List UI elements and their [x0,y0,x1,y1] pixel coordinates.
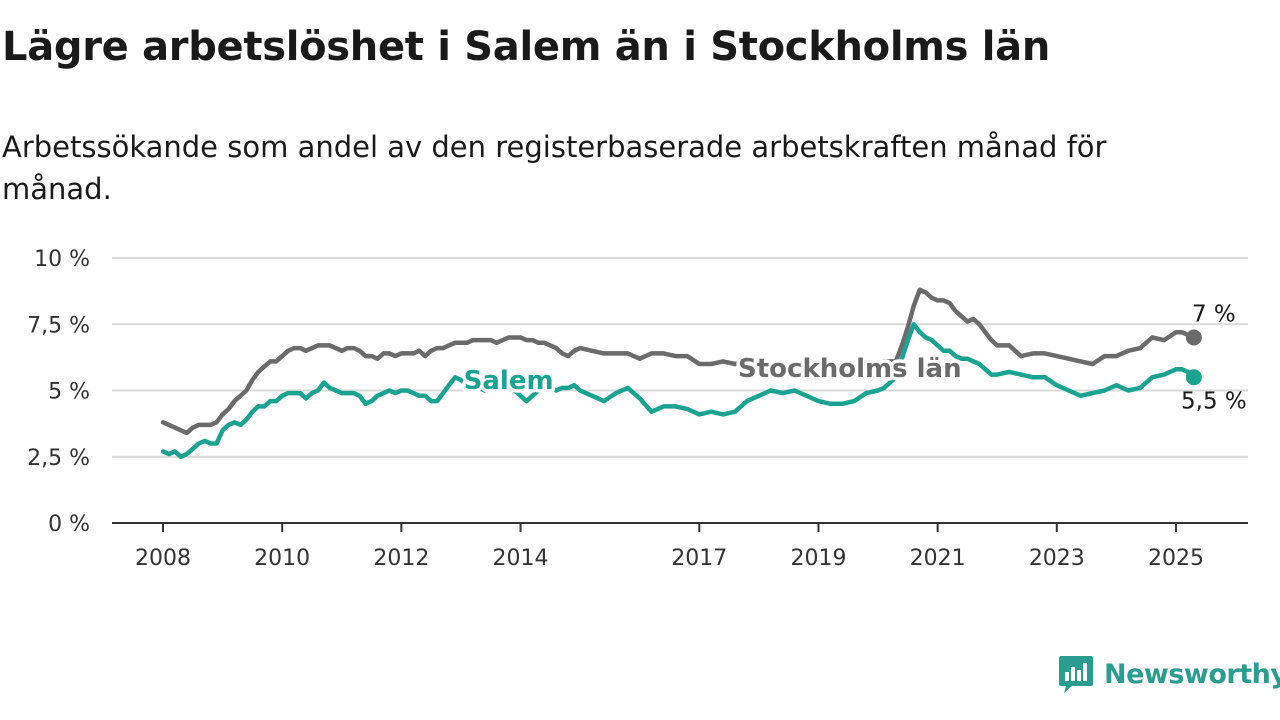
y-tick-label: 2,5 % [27,446,90,471]
axes: 0 % 2,5 % 5 % 7,5 % 10 % 2008 2010 2012 2014 2017… [27,247,1248,571]
newsworthy-logo: Newsworthy [1058,654,1280,694]
page-title: Lägre arbetslöshet i Salem än i Stockhol… [2,24,1051,70]
y-tick-label: 5 % [48,380,90,405]
end-point-marker [1185,369,1202,386]
x-tick-label: 2021 [910,546,966,571]
end-value-label: 7 % [1192,302,1236,328]
series-lines [160,287,1202,460]
y-tick-label: 0 % [48,512,90,537]
series-labels: 7 % Stockholms län 5,5 % Salem [460,302,1247,415]
y-tick-label: 10 % [34,247,90,272]
end-point-marker [1185,329,1202,346]
x-tick-label: 2014 [493,546,549,571]
series-line-0 [160,287,1197,436]
bar-chart-bubble-icon [1059,656,1093,693]
x-tick-label: 2019 [790,546,846,571]
series-name-label: Salem [464,366,554,396]
x-tick-label: 2008 [135,546,191,571]
x-tick-label: 2012 [373,546,429,571]
x-tick-label: 2025 [1148,546,1204,571]
series-name-label: Stockholms län [738,354,962,384]
x-tick-label: 2023 [1029,546,1085,571]
end-value-label: 5,5 % [1181,388,1247,414]
chart-subtitle: Arbetssökande som andel av den registerb… [2,130,1107,206]
gridlines [112,257,1248,458]
logo-text: Newsworthy [1104,658,1280,690]
series-line-1 [160,322,1197,460]
x-tick-label: 2017 [671,546,727,571]
y-tick-label: 7,5 % [27,313,90,338]
x-tick-label: 2010 [254,546,310,571]
